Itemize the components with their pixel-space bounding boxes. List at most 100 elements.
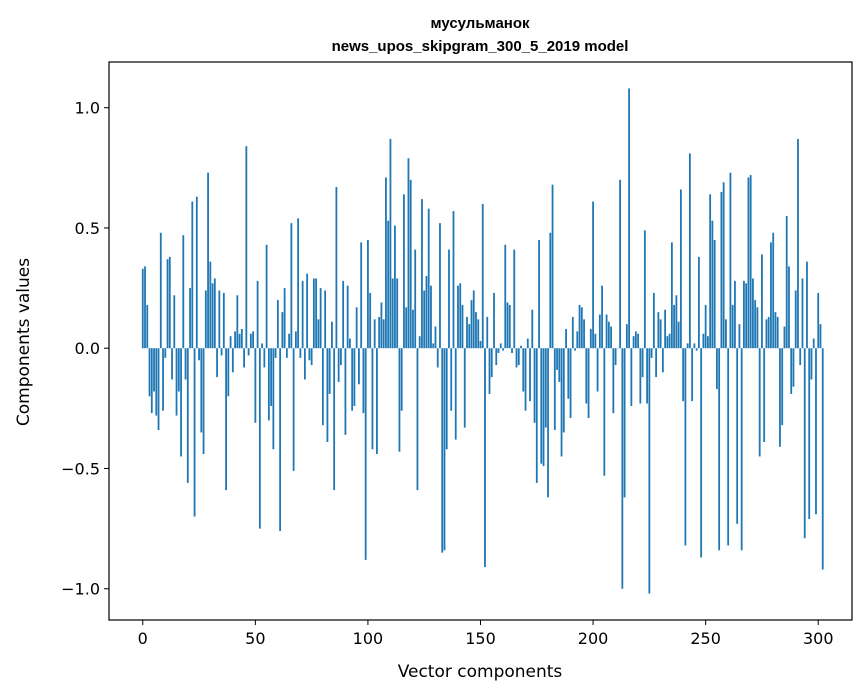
y-tick-label: 1.0 (75, 99, 100, 118)
bar (153, 348, 155, 392)
bar (290, 223, 293, 349)
bar (276, 300, 279, 349)
bar (159, 232, 162, 349)
bar (562, 348, 565, 433)
bar (601, 285, 603, 349)
bar (427, 208, 430, 349)
bar (279, 348, 282, 532)
bar (571, 316, 574, 349)
bar (218, 290, 221, 349)
bar (578, 304, 581, 349)
bar (542, 348, 545, 467)
bar (443, 348, 446, 551)
bar (788, 266, 790, 349)
bar (229, 336, 232, 349)
bar (261, 343, 263, 349)
bar (234, 331, 236, 349)
bar (763, 348, 766, 443)
bar (589, 328, 592, 349)
bar (812, 338, 815, 349)
chart-title-line1: мусульманок (430, 15, 530, 32)
bar (673, 304, 676, 349)
bar (358, 348, 360, 385)
bar (709, 194, 712, 349)
bar (448, 249, 450, 349)
bar (515, 348, 518, 368)
bar (495, 348, 498, 366)
bar (722, 182, 725, 349)
bar (141, 268, 144, 349)
bar (686, 343, 689, 349)
bar (150, 348, 153, 414)
bar (425, 276, 428, 349)
bar (533, 348, 536, 423)
bar (294, 331, 297, 349)
bar (522, 348, 525, 392)
bar (171, 348, 173, 380)
bar (648, 348, 651, 594)
bar (344, 348, 347, 435)
bar (376, 348, 378, 455)
bar (173, 295, 176, 349)
bar (502, 348, 504, 351)
bar (585, 348, 588, 404)
bar (175, 348, 178, 416)
bar (414, 249, 417, 349)
bar (650, 348, 653, 358)
bar (258, 348, 261, 529)
y-tick-label: −0.5 (61, 459, 100, 478)
bar (340, 348, 342, 366)
bar (486, 316, 489, 349)
bar (168, 256, 171, 349)
bar (324, 290, 327, 349)
bar (243, 348, 245, 368)
bar (321, 348, 324, 426)
bar (639, 348, 642, 404)
bar (326, 348, 329, 443)
bar (583, 319, 585, 349)
bar (166, 259, 169, 349)
bar (319, 288, 322, 349)
bar (630, 348, 633, 406)
bar (610, 326, 612, 349)
bar (195, 196, 198, 349)
bar (387, 220, 390, 349)
bar (369, 292, 372, 349)
bar (497, 348, 500, 354)
bar (164, 348, 167, 358)
bar (810, 348, 813, 380)
bar (765, 319, 768, 349)
bar (517, 348, 520, 366)
bar (373, 319, 376, 349)
bar (797, 138, 799, 349)
bar (191, 201, 194, 349)
bar (342, 280, 345, 349)
bar (155, 348, 158, 416)
bar (441, 348, 444, 553)
bar (315, 278, 318, 349)
bar (580, 307, 583, 349)
bar (270, 348, 273, 406)
bar (312, 278, 315, 349)
bar (189, 288, 191, 349)
bar (529, 348, 531, 402)
bar (700, 348, 703, 558)
bar (148, 348, 151, 397)
bar (513, 249, 516, 349)
bar (526, 338, 529, 349)
bar (180, 348, 182, 457)
bar (412, 309, 414, 349)
bar (657, 312, 660, 349)
bar (713, 239, 716, 349)
bar (182, 235, 185, 349)
bar (391, 278, 394, 349)
bar (360, 242, 363, 349)
bar (394, 225, 396, 349)
bar (817, 292, 820, 349)
bar (661, 348, 664, 373)
bar (249, 333, 252, 349)
bar (346, 285, 349, 349)
bar (256, 280, 259, 349)
bar (549, 232, 552, 349)
